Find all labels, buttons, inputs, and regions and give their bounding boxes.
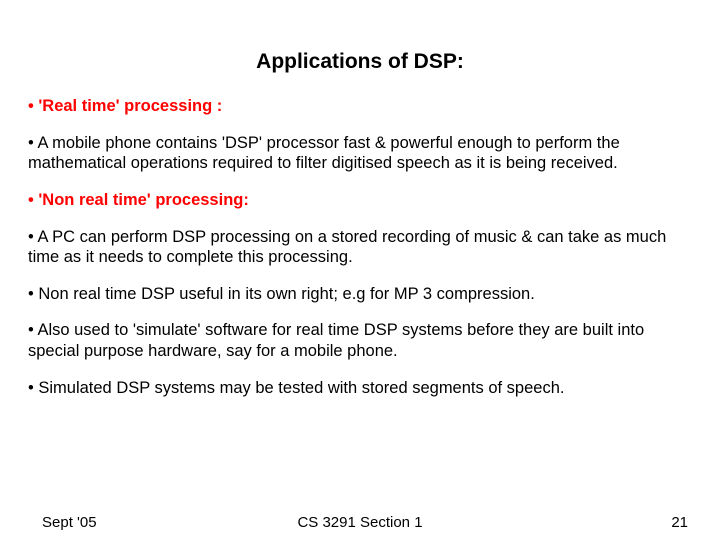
bullet-item: • A PC can perform DSP processing on a s… — [28, 227, 692, 268]
bullet-item: • Simulated DSP systems may be tested wi… — [28, 378, 692, 399]
slide-title: Applications of DSP: — [28, 50, 692, 74]
footer-page-number: 21 — [671, 514, 688, 531]
bullets-container: • 'Real time' processing : • A mobile pho… — [28, 96, 692, 398]
bullet-item: • Non real time DSP useful in its own ri… — [28, 284, 692, 305]
bullet-item: • 'Real time' processing : — [28, 96, 692, 117]
bullet-item: • Also used to 'simulate' software for r… — [28, 320, 692, 361]
footer-course: CS 3291 Section 1 — [0, 514, 720, 531]
bullet-item: • 'Non real time' processing: — [28, 190, 692, 211]
bullet-item: • A mobile phone contains 'DSP' processo… — [28, 133, 692, 174]
